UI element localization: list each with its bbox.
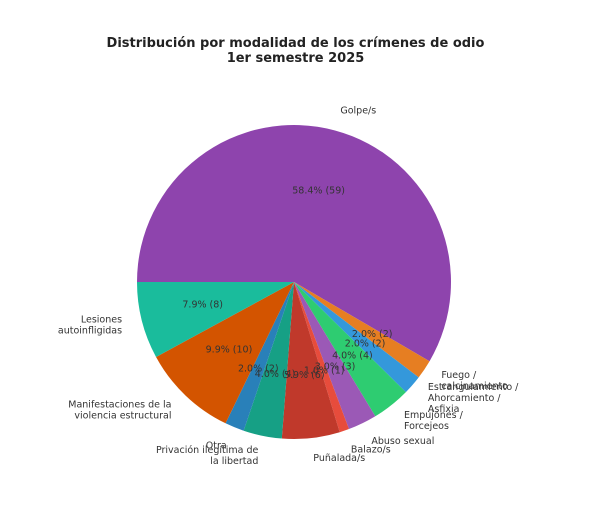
- category-label-line: Fuego /: [441, 370, 477, 381]
- pie-slice-empujones-forcejeos: [294, 282, 406, 417]
- category-label-line: Abuso sexual: [371, 436, 434, 447]
- percent-label-punalada-s: 5.9% (6): [284, 370, 325, 381]
- category-label-line: Manifestaciones de la: [68, 399, 171, 410]
- category-label-golpe-s: Golpe/s: [340, 105, 376, 116]
- chart-title: Distribución por modalidad de los crímen…: [0, 36, 591, 66]
- pie-slice-fuego-calcinamiento: [294, 282, 430, 378]
- category-label-manifestaciones-de-la-violencia-estructural: Manifestaciones de la violencia estructur…: [68, 399, 171, 421]
- percent-label-lesiones-autoinfligidas: 7.9% (8): [182, 300, 223, 311]
- category-label-line: Forcejeos: [404, 421, 449, 432]
- category-labels: Golpe/s Fuego / calcinamientoEstrangulamie…: [58, 105, 519, 467]
- chart-title-line-1: Distribución por modalidad de los crímen…: [106, 36, 485, 51]
- category-label-line: Otra: [206, 441, 227, 452]
- pie-slice-golpe-s: [137, 124, 452, 362]
- category-label-line: Puñalada/s: [313, 453, 365, 464]
- category-label-line: Golpe/s: [340, 105, 376, 116]
- category-label-line: calcinamiento: [441, 381, 508, 392]
- percent-label-privacion-ilegitima-de-la-libertad: 4.0% (4): [255, 369, 296, 380]
- category-label-otra: Otra: [206, 441, 227, 452]
- category-label-empujones-forcejeos: Empujones / Forcejeos: [404, 410, 464, 432]
- category-label-fuego-calcinamiento: Fuego / calcinamiento: [441, 370, 508, 392]
- percent-label-fuego-calcinamiento: 2.0% (2): [352, 329, 393, 340]
- pie-slice-balazo-s: [294, 282, 349, 433]
- percent-label-balazo-s: 1.0% (1): [304, 366, 345, 377]
- pie-slice-estrangulamiento-ahorcamiento-asfixia: [294, 282, 419, 393]
- category-label-line: Ahorcamiento /: [428, 393, 501, 404]
- pie-slice-privacion-ilegitima-de-la-libertad: [243, 282, 294, 439]
- category-label-lesiones-autoinfligidas: Lesiones autoinfligidas: [58, 315, 122, 337]
- category-label-line: Estrangulamiento /: [428, 382, 519, 393]
- category-label-line: Balazo/s: [351, 445, 391, 456]
- pie-slice-lesiones-autoinfligidas: [137, 282, 294, 357]
- percent-label-otra: 2.0% (2): [238, 364, 279, 375]
- percent-labels: 58.4% (59)2.0% (2)2.0% (2)4.0% (4)3.0% (…: [182, 186, 392, 382]
- percent-label-golpe-s: 58.4% (59): [292, 186, 345, 197]
- category-label-line: violencia estructural: [74, 410, 171, 421]
- pie-slices: [137, 124, 452, 439]
- category-label-line: la libertad: [210, 456, 258, 467]
- category-label-line: Asfixia: [428, 404, 460, 415]
- percent-label-manifestaciones-de-la-violencia-estructural: 9.9% (10): [206, 345, 253, 356]
- pie-slice-manifestaciones-de-la-violencia-estructural: [156, 282, 294, 424]
- percent-label-empujones-forcejeos: 4.0% (4): [332, 350, 373, 361]
- pie-slice-punalada-s: [281, 282, 340, 439]
- category-label-punalada-s: Puñalada/s: [313, 453, 365, 464]
- category-label-line: Empujones /: [404, 410, 464, 421]
- category-label-balazo-s: Balazo/s: [351, 445, 391, 456]
- pie-slice-otra: [225, 282, 294, 431]
- category-label-line: autoinfligidas: [58, 326, 122, 337]
- percent-label-estrangulamiento-ahorcamiento-asfixia: 2.0% (2): [345, 338, 386, 349]
- pie-slice-abuso-sexual: [294, 282, 376, 430]
- percent-label-abuso-sexual: 3.0% (3): [315, 361, 356, 372]
- category-label-privacion-ilegitima-de-la-libertad: Privación ilegítima de la libertad: [156, 445, 259, 467]
- category-label-line: Lesiones: [81, 315, 122, 326]
- chart-title-line-2: 1er semestre 2025: [226, 51, 365, 66]
- category-label-abuso-sexual: Abuso sexual: [371, 436, 434, 447]
- category-label-line: Privación ilegítima de: [156, 445, 259, 456]
- category-label-estrangulamiento-ahorcamiento-asfixia: Estrangulamiento / Ahorcamiento / Asfixia: [428, 382, 519, 415]
